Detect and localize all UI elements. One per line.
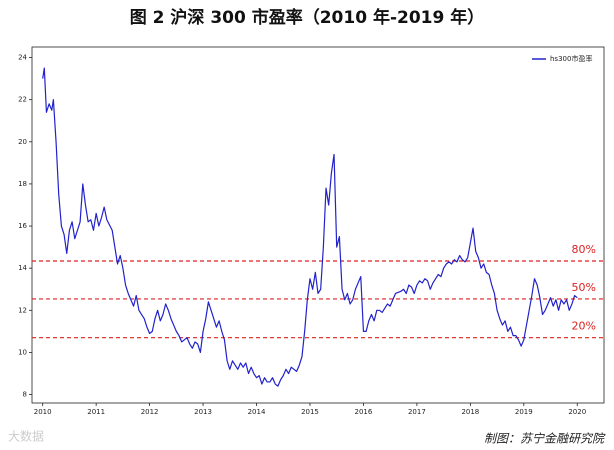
y-tick-label: 8: [23, 391, 27, 399]
x-tick-label: 2012: [141, 408, 159, 416]
y-tick-label: 22: [18, 96, 27, 104]
x-tick-label: 2016: [355, 408, 373, 416]
y-tick-label: 18: [18, 180, 27, 188]
y-tick-label: 24: [18, 54, 27, 62]
plot-frame: [31, 46, 605, 404]
y-tick-label: 16: [18, 222, 27, 230]
x-tick-label: 2018: [461, 408, 479, 416]
reference-label: 50%: [572, 281, 596, 294]
y-tick-label: 20: [18, 138, 27, 146]
x-tick-label: 2019: [515, 408, 533, 416]
legend-label: hs300市盈率: [550, 54, 592, 63]
chart-title: 图 2 沪深 300 市盈率（2010 年-2019 年）: [130, 7, 485, 28]
y-tick-label: 12: [18, 306, 27, 314]
x-tick-label: 2010: [34, 408, 52, 416]
x-tick-label: 2013: [194, 408, 212, 416]
x-tick-label: 2011: [87, 408, 105, 416]
series-line: [42, 67, 578, 387]
watermark: 大数据: [8, 429, 44, 444]
x-tick-label: 2017: [408, 408, 426, 416]
x-tick-label: 2020: [568, 408, 586, 416]
footer: 制图：苏宁金融研究院: [484, 432, 606, 446]
x-tick-label: 2015: [301, 408, 319, 416]
y-tick-label: 10: [18, 348, 27, 356]
y-tick-label: 14: [18, 264, 27, 272]
x-tick-label: 2014: [248, 408, 266, 416]
reference-label: 20%: [572, 320, 596, 333]
reference-label: 80%: [572, 243, 596, 256]
